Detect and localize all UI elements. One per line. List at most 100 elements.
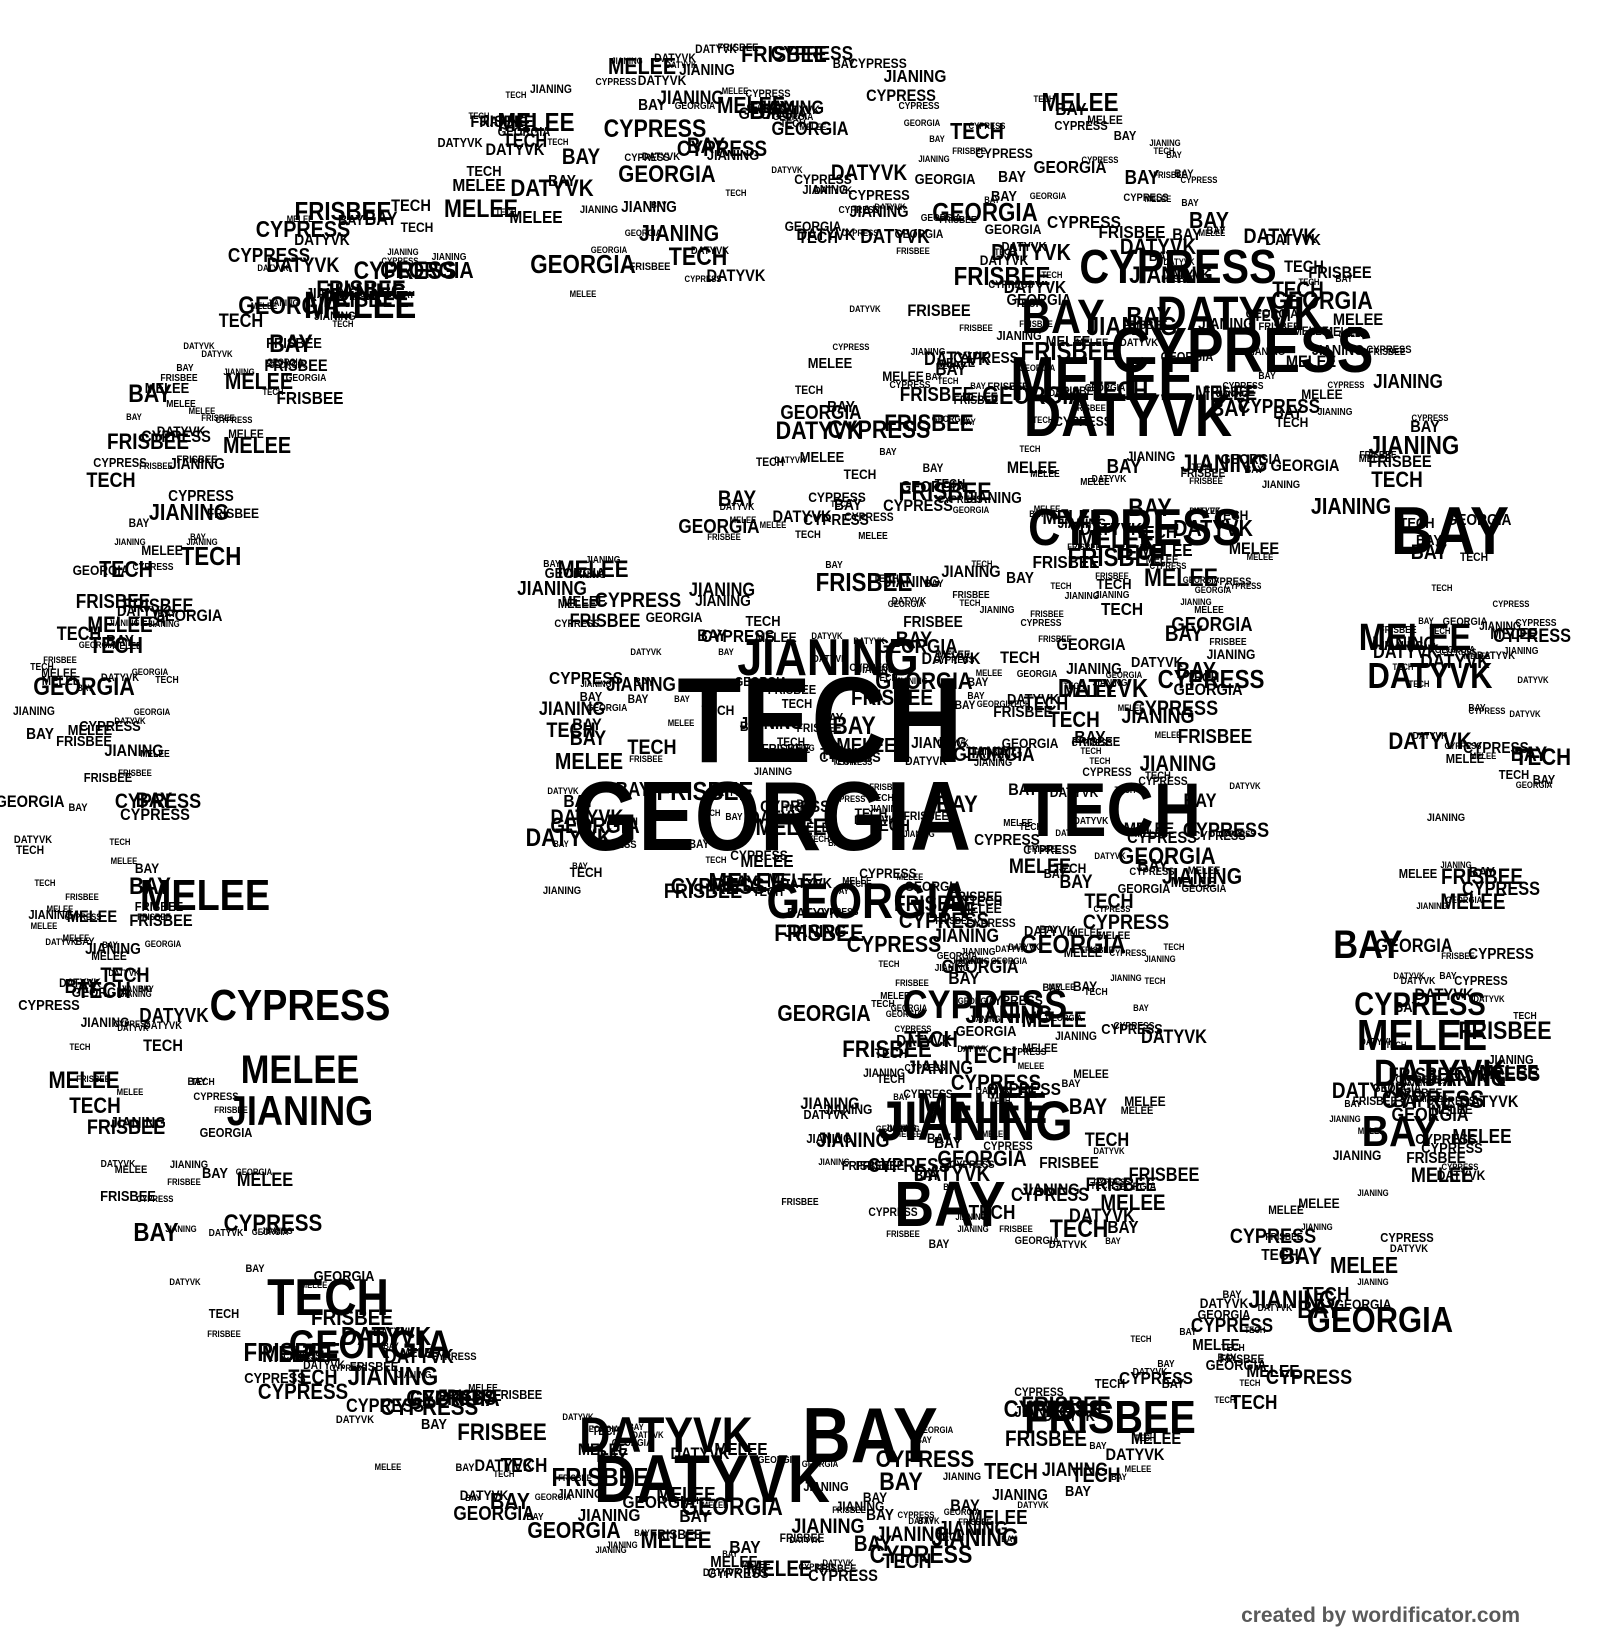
cloud-word: FRISBEE [1080, 944, 1114, 955]
cloud-word: CYPRESS [1415, 1130, 1477, 1147]
cloud-word: TECH [832, 756, 856, 767]
cloud-word: MELEE [937, 355, 975, 370]
cloud-word: CYPRESS [1011, 1184, 1089, 1205]
cloud-word: DATYVK [1437, 1167, 1486, 1183]
cloud-word: FRISBEE [907, 302, 970, 320]
cloud-word: FRISBEE [316, 276, 405, 303]
cloud-word: JIANING [1065, 590, 1100, 601]
cloud-word: MELEE [1359, 453, 1392, 465]
cloud-word: MELEE [1431, 1101, 1473, 1117]
cloud-word: FRISBEE [741, 42, 827, 68]
cloud-word: CYPRESS [833, 341, 870, 352]
cloud-word: DATYVK [1163, 256, 1194, 267]
cloud-word: FRISBEE [903, 613, 963, 631]
cloud-word: TECH [1033, 93, 1054, 104]
cloud-word: JIANING [1144, 953, 1175, 964]
cloud-word: BAY [1061, 1078, 1080, 1090]
cloud-word: JIANING [911, 346, 946, 357]
cloud-word: JIANING [1180, 596, 1211, 607]
cloud-word: BAY [136, 789, 172, 813]
cloud-word: JIANING [784, 921, 847, 941]
cloud-word: CYPRESS [949, 1159, 994, 1171]
cloud-word: BAY [896, 628, 932, 652]
cloud-word: GEORGIA [1030, 190, 1066, 201]
cloud-word: CYPRESS [677, 137, 767, 162]
cloud-word: FRISBEE [869, 781, 903, 792]
cloud-word: BAY [924, 578, 943, 590]
cloud-word: FRISBEE [1178, 725, 1253, 748]
cloud-word: CYPRESS [975, 145, 1033, 161]
cloud-word: JIANING [658, 87, 724, 108]
cloud-word: FRISBEE [1067, 541, 1101, 552]
cloud-word: TECH [820, 745, 857, 763]
cloud-word: TECH [1019, 821, 1043, 832]
cloud-word: CYPRESS [1132, 697, 1218, 721]
cloud-word: JIANING [1333, 1147, 1382, 1163]
cloud-word: MELEE [1007, 459, 1057, 477]
cloud-word: DATYVK [1043, 1407, 1095, 1424]
cloud-word: FRISBEE [664, 880, 742, 904]
cloud-word: MELEE [962, 391, 998, 404]
cloud-word: BAY [1280, 1243, 1322, 1270]
cloud-word: TECH [971, 558, 992, 569]
cloud-word: FRISBEE [123, 595, 194, 616]
cloud-word: FRISBEE [1072, 402, 1106, 413]
cloud-word: GEORGIA [1246, 306, 1299, 321]
cloud-word: DATYVK [1517, 674, 1548, 685]
cloud-word: DATYVK [638, 72, 687, 88]
cloud-word: DATYVK [14, 834, 53, 846]
cloud-word: FRISBEE [1308, 264, 1371, 282]
cloud-word: DATYVK [117, 602, 169, 619]
cloud-word: FRISBEE [118, 767, 152, 778]
cloud-word: BAY [832, 711, 876, 739]
cloud-word: MELEE [225, 369, 293, 395]
cloud-word: FRISBEE [1189, 475, 1223, 486]
cloud-word: MELEE [1135, 828, 1168, 840]
cloud-word: JIANING [707, 146, 759, 163]
cloud-word: BAY [1333, 922, 1403, 967]
cloud-word: FRISBEE [160, 372, 197, 383]
cloud-word: MELEE [800, 121, 827, 132]
cloud-word: MELEE [1121, 1105, 1154, 1117]
cloud-word: BAY [1179, 1326, 1197, 1337]
cloud-word: CYPRESS [868, 1206, 918, 1219]
cloud-word: TECH [69, 1041, 90, 1052]
cloud-word: TECH [950, 119, 1004, 145]
cloud-word: FRISBEE [952, 145, 986, 156]
cloud-word: CYPRESS [114, 1018, 151, 1029]
cloud-word: DATYVK [1024, 381, 1232, 449]
cloud-word: MELEE [1192, 1336, 1239, 1354]
cloud-word: FRISBEE [816, 1563, 857, 1575]
cloud-word: MELEE [1131, 1430, 1181, 1448]
cloud-word: BAY [1533, 772, 1556, 787]
cloud-word: CYPRESS [1206, 576, 1251, 588]
cloud-word: JIANING [1207, 646, 1256, 662]
cloud-word: CYPRESS [933, 654, 974, 665]
cloud-word: FRISBEE [139, 460, 173, 471]
cloud-word: FRISBEE [958, 1516, 992, 1527]
cloud-word: MELEE [976, 667, 1003, 678]
cloud-word: FRISBEE [896, 245, 930, 256]
cloud-word: CYPRESS [1266, 1366, 1352, 1390]
cloud-word: TECH [874, 672, 898, 683]
cloud-word: MELEE [251, 300, 278, 311]
cloud-word: JIANING [580, 204, 618, 216]
cloud-word: DATYVK [1133, 1366, 1168, 1377]
cloud-word: JIANING [875, 1523, 948, 1547]
cloud-word: DATYVK [510, 175, 593, 202]
cloud-word: GEORGIA [498, 124, 551, 139]
cloud-word: GEORGIA [1085, 382, 1126, 393]
cloud-word: JIANING [432, 251, 467, 262]
cloud-word: TECH [181, 542, 242, 571]
cloud-word: MELEE [111, 855, 138, 866]
cloud-word: DATYVK [712, 787, 747, 798]
cloud-word: MELEE [304, 284, 417, 327]
cloud-word: MELEE [67, 908, 117, 926]
cloud-word: BAY [1273, 404, 1303, 422]
cloud-word: CYPRESS [1222, 380, 1263, 391]
cloud-word: JIANING [1180, 449, 1267, 477]
cloud-word: FRISBEE [657, 777, 754, 806]
cloud-word: BAY [998, 168, 1026, 186]
cloud-word: FRISBEE [87, 1116, 165, 1140]
